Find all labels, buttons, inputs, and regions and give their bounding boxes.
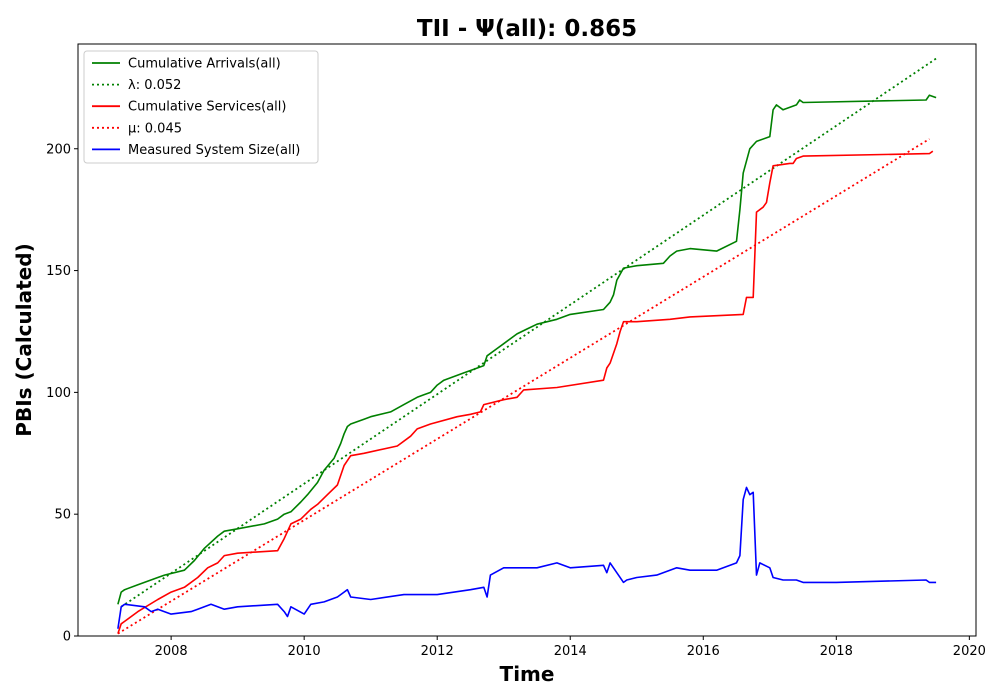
y-axis: 0 50 100 150 200 [46,142,78,645]
legend-label: Cumulative Arrivals(all) [128,57,281,72]
x-tick-label: 2016 [687,644,720,659]
arrivals-line [117,94,937,605]
legend-label: λ: 0.052 [128,78,181,93]
y-tick-label: 50 [54,508,71,523]
x-axis: 2008 2010 2012 2014 2016 2018 2020 [155,636,986,659]
services-line [117,150,934,634]
legend: Cumulative Arrivals(all) λ: 0.052 Cumulati… [83,50,319,164]
y-tick-label: 150 [46,264,71,279]
chart-title: TII - Ψ(all): 0.865 [417,16,637,42]
x-axis-label: Time [500,662,555,686]
system-size-line [117,486,937,629]
y-axis-label: PBIs (Calculated) [12,243,36,436]
x-tick-label: 2010 [288,644,321,659]
legend-box [83,50,319,164]
legend-label: Measured System Size(all) [128,143,300,158]
x-tick-label: 2014 [554,644,587,659]
y-tick-label: 200 [46,142,71,157]
x-tick-label: 2018 [820,644,853,659]
x-tick-label: 2012 [421,644,454,659]
series-layer [117,57,937,635]
plot-area [77,43,977,637]
legend-label: μ: 0.045 [128,121,182,136]
y-tick-label: 0 [63,630,71,645]
lambda-trend-line [120,57,937,608]
mu-trend-line [117,138,930,635]
legend-label: Cumulative Services(all) [128,100,286,115]
x-tick-label: 2020 [953,644,986,659]
y-tick-label: 100 [46,386,71,401]
x-tick-label: 2008 [155,644,188,659]
